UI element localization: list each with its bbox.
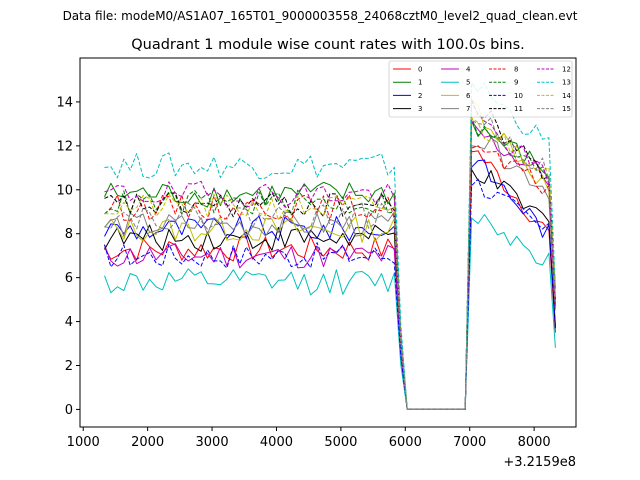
y-tick-label: 6 (65, 271, 73, 286)
legend-label-10: 10 (514, 92, 523, 100)
series-line-3 (104, 169, 556, 410)
legend-label-8: 8 (514, 66, 518, 74)
x-axis: 1000 2000 3000 4000 5000 6000 7000 8000 (67, 427, 551, 450)
y-tick-label: 14 (56, 95, 73, 110)
x-tick-label: 7000 (453, 435, 486, 450)
y-tick-label: 12 (56, 139, 73, 154)
legend-label-5: 5 (466, 79, 470, 87)
legend-label-11: 11 (514, 105, 523, 113)
legend-label-12: 12 (562, 66, 571, 74)
legend-label-13: 13 (562, 79, 571, 87)
series-line-1 (104, 120, 556, 410)
x-offset-label: +3.2159e8 (503, 455, 576, 470)
x-tick-label: 8000 (518, 435, 551, 450)
legend-label-14: 14 (562, 92, 571, 100)
series-line-11 (104, 99, 556, 410)
legend-label-15: 15 (562, 105, 571, 113)
series-line-15 (104, 117, 556, 410)
series-line-12 (104, 101, 556, 410)
legend-label-7: 7 (466, 105, 470, 113)
y-tick-label: 0 (65, 403, 73, 418)
plot-lines (104, 82, 556, 410)
plot-frame (79, 57, 577, 428)
series-line-0 (104, 150, 556, 410)
legend-label-9: 9 (514, 79, 518, 87)
y-tick-label: 2 (65, 359, 73, 374)
chart-title: Quadrant 1 module wise count rates with … (131, 37, 525, 53)
x-tick-label: 2000 (131, 435, 164, 450)
x-tick-label: 3000 (196, 435, 229, 450)
x-tick-label: 1000 (67, 435, 100, 450)
series-line-6 (104, 99, 556, 410)
series-line-10 (104, 178, 556, 410)
legend-label-0: 0 (418, 66, 422, 74)
legend-label-6: 6 (466, 92, 471, 100)
legend-box (388, 60, 573, 118)
suptitle: Data file: modeM0/AS1A07_165T01_90000035… (63, 9, 578, 23)
legend-label-2: 2 (418, 92, 422, 100)
y-axis: 0 2 4 6 8 10 12 14 (56, 95, 80, 418)
legend-label-3: 3 (418, 105, 422, 113)
series-line-8 (104, 145, 556, 410)
y-tick-label: 10 (56, 183, 73, 198)
y-tick-label: 8 (65, 227, 73, 242)
series-line-7 (104, 137, 556, 410)
x-tick-label: 4000 (260, 435, 293, 450)
series-line-4 (104, 120, 556, 410)
legend-label-1: 1 (418, 79, 422, 87)
x-tick-label: 5000 (324, 435, 357, 450)
x-tick-label: 6000 (389, 435, 422, 450)
series-line-14 (104, 117, 556, 410)
legend-label-4: 4 (466, 66, 471, 74)
series-line-9 (104, 117, 556, 410)
series-line-5 (104, 214, 556, 410)
y-tick-label: 4 (65, 315, 73, 330)
